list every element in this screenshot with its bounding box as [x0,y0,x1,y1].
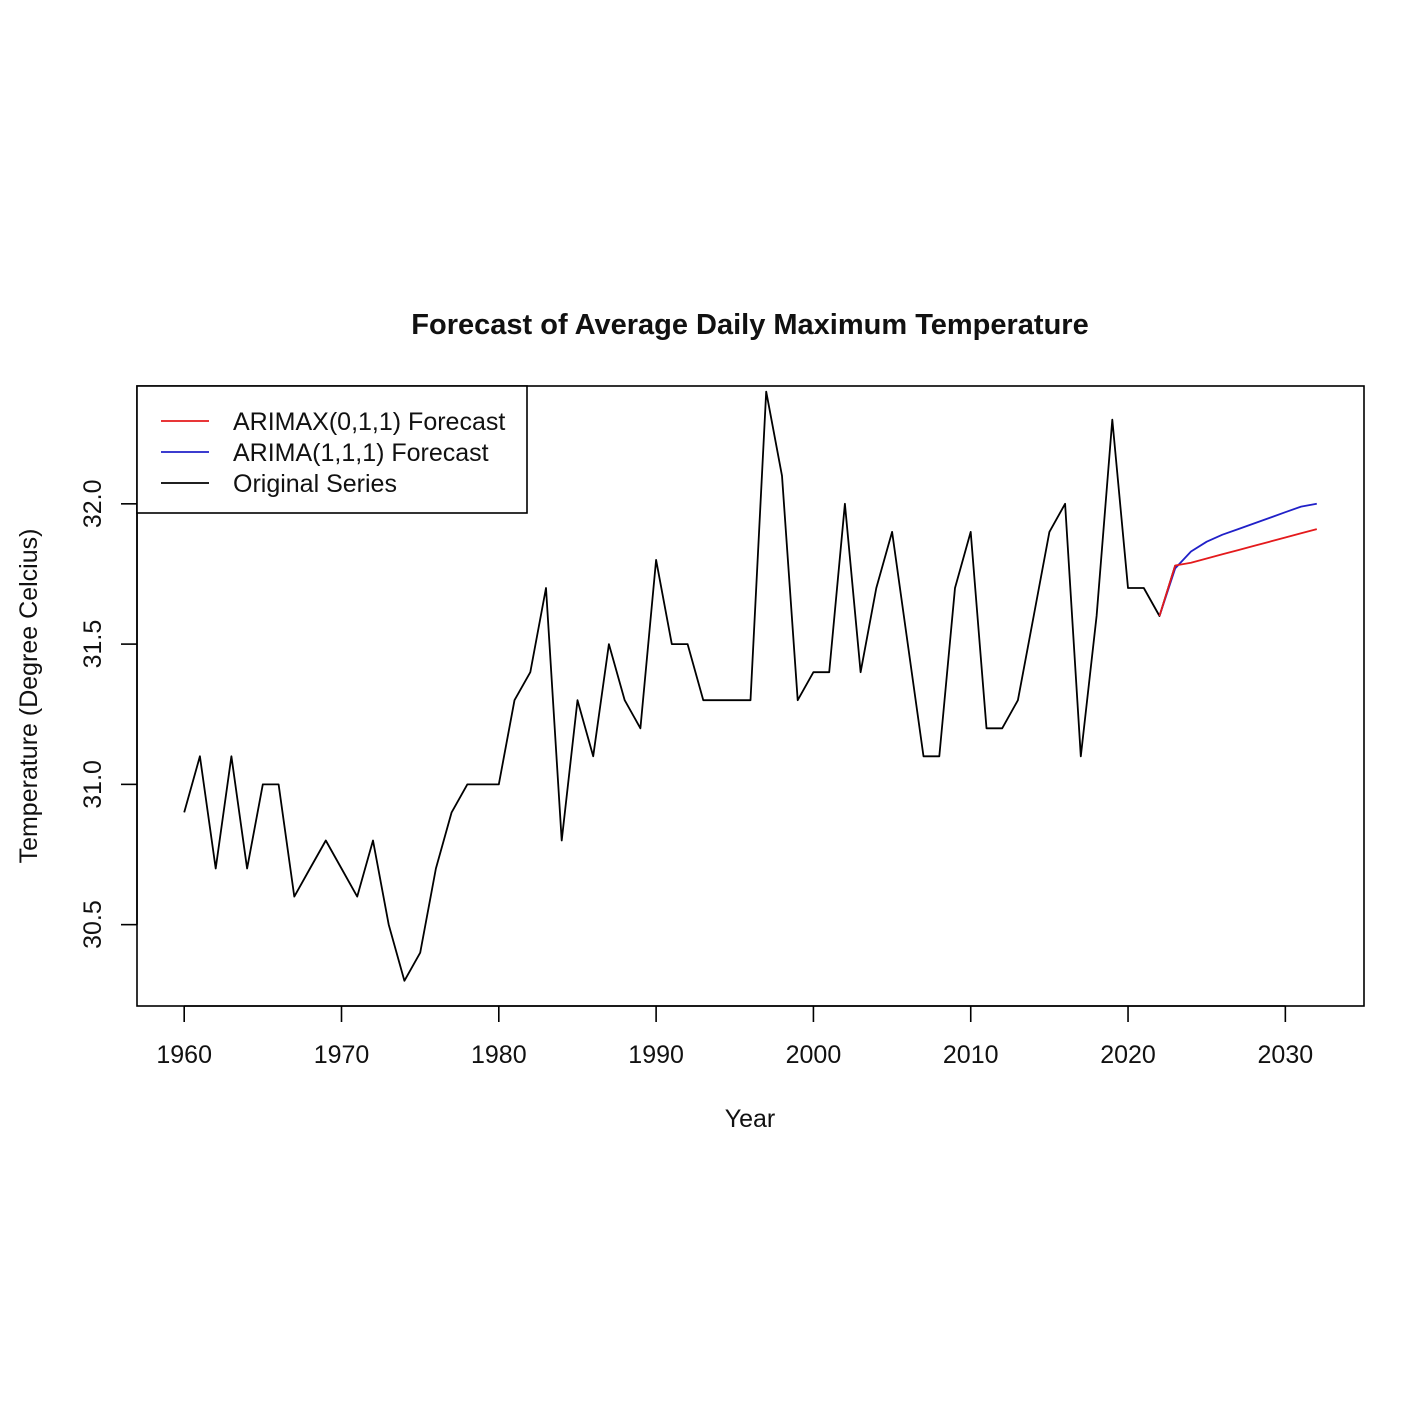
y-axis-label: Temperature (Degree Celcius) [15,529,43,864]
series-line-original-series [183,390,1177,982]
x-tick-label: 1980 [471,1041,527,1069]
y-tick-label: 31.0 [79,760,107,809]
x-tick-label: 1970 [314,1041,370,1069]
legend-box [136,385,528,514]
legend-label: ARIMAX(0,1,1) Forecast [233,408,505,436]
legend-label: ARIMA(1,1,1) Forecast [233,439,489,467]
x-tick-label: 1960 [156,1041,212,1069]
legend: ARIMAX(0,1,1) Forecast ARIMA(1,1,1) Forec… [136,385,528,514]
series-line-arimax-0-1-1-forecast [1158,528,1318,617]
series-layer [183,390,1318,982]
y-axis: 30.5 31.0 31.5 32.0 [79,479,138,949]
x-axis: 1960 1970 1980 1990 2000 2010 2020 2030 [156,1005,1314,1069]
x-tick-label: 2030 [1258,1041,1314,1069]
x-tick-label: 1990 [628,1041,684,1069]
series-line-arima-1-1-1-forecast [1158,502,1317,617]
y-tick-label: 32.0 [79,479,107,528]
x-tick-label: 2020 [1100,1041,1156,1069]
y-tick-label: 30.5 [79,900,107,949]
x-tick-label: 2010 [943,1041,999,1069]
y-tick-label: 31.5 [79,620,107,669]
legend-label: Original Series [233,470,397,498]
chart-title: Forecast of Average Daily Maximum Temper… [411,309,1088,341]
x-axis-label: Year [725,1105,776,1133]
x-tick-label: 2000 [786,1041,842,1069]
